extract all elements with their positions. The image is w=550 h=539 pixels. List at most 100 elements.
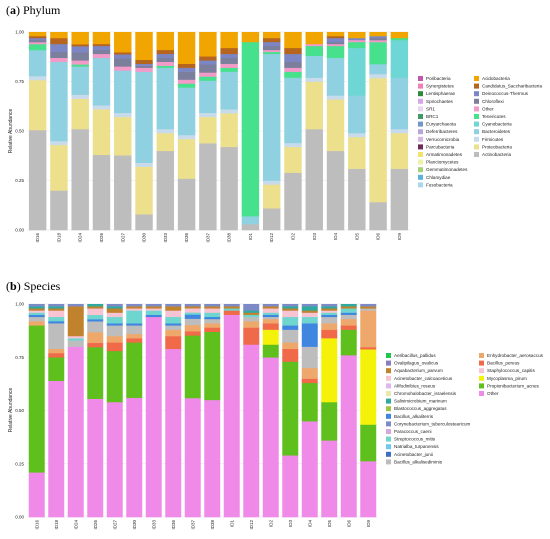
phylum-bar-segment-ID1-acidobacteria	[241, 32, 260, 43]
species-bar-segment-ID26-propionibacterium-acnes	[87, 347, 104, 399]
phylum-bar-segment-ID2-firmicutes	[284, 142, 302, 148]
species-bar-segment-ID36-other	[165, 348, 182, 518]
phylum-bar-segment-ID33-bacteroidetes	[156, 67, 175, 130]
species-bar-segment-ID1-corynebacterium-tuberculostearicum	[223, 304, 240, 307]
phylum-legend-swatch	[418, 129, 423, 135]
species-legend-swatch	[386, 353, 391, 358]
species-legend-swatch	[479, 383, 484, 389]
phylum-bar-segment-ID6-acidobacteria	[369, 32, 387, 37]
phylum-bar-segment-ID33-chloroflexi	[156, 57, 175, 62]
species-bar-segment-ID36-bacillus-pereus	[165, 335, 182, 350]
species-bar-segment-ID2-bacillus-pereus	[262, 323, 279, 330]
species-legend-swatch	[479, 391, 484, 396]
phylum-x-tick-label: ID38	[227, 233, 232, 243]
species-bar-segment-ID26-salinimicrobium-marinum	[87, 304, 104, 307]
phylum-bar-segment-ID2-chloroflexi	[284, 61, 302, 68]
species-legend-label: Natrialba_turpanensis	[394, 444, 439, 449]
phylum-x-tick-label: ID4	[333, 233, 338, 241]
phylum-legend-swatch	[418, 174, 423, 180]
phylum-bar-segment-ID38-other	[220, 63, 238, 68]
species-bar-segment-ID3-bacillus-alkaliterris	[282, 325, 299, 330]
species-legend-label: Paracoccus_caeni	[394, 429, 432, 434]
species-bar-segment-ID4-bacillus-alkalisediminis	[301, 346, 318, 369]
species-bar-segment-ID6-bacillus-pereus	[340, 325, 357, 330]
phylum-bar-segment-ID30-deinococcus-thermus	[135, 63, 153, 66]
phylum-bar-segment-ID2-acidobacteria	[284, 32, 302, 49]
species-legend-label: Staphylococcus_capitis	[487, 368, 535, 373]
species-legend-label: Other	[487, 391, 499, 396]
species-bar-segment-ID3-aquabacterium-parvum	[282, 308, 299, 311]
species-legend-swatch	[386, 444, 391, 450]
species-bar-segment-ID4-staphylococcus-capitis	[301, 312, 318, 318]
species-bar-segment-ID37-bacillus-pereus	[184, 331, 201, 336]
phylum-bar-segment-ID4-tenericutes	[326, 45, 345, 59]
phylum-bar-segment-ID5-actinobacteria	[348, 168, 366, 231]
phylum-bar-segment-ID12-candidatus-saccharibacteria	[262, 37, 281, 43]
species-bar-segment-ID26-bacillus-alkalisediminis	[87, 321, 104, 333]
phylum-bar-segment-ID36-firmicutes	[177, 134, 196, 140]
species-panel-title: (b) Species	[6, 279, 61, 293]
phylum-y-axis-label: Relative Abundance	[8, 109, 14, 154]
species-bar-segment-ID36-bacillus-alkaliterris	[165, 323, 182, 326]
species-bar-segment-ID6-other	[340, 355, 357, 518]
species-legend: Aeribacillus_pallidus Ovalipilagus_ovalic…	[386, 353, 544, 465]
phylum-bar-segment-ID30-other	[135, 67, 153, 72]
phylum-y-tick-label: 0.25	[15, 178, 24, 183]
species-bar-segment-ID38-corynebacterium-tuberculostearicum	[204, 304, 221, 307]
phylum-bar-segment-ID18-candidatus-saccharibacteria	[50, 37, 68, 45]
phylum-legend-label: Proteobacteria	[482, 144, 512, 149]
phylum-legend-swatch	[474, 144, 479, 150]
phylum-legend-label: Chlamydiae	[426, 175, 451, 180]
phylum-bar-segment-ID16-candidatus-saccharibacteria	[28, 36, 47, 39]
phylum-bar-segment-ID12-firmicutes	[262, 180, 281, 185]
phylum-bar-segment-ID9-bacteroidetes	[390, 77, 409, 130]
phylum-y-tick-label: 0.00	[15, 228, 24, 233]
phylum-bar-segment-ID27-other	[114, 66, 132, 71]
phylum-bar-segment-ID5-proteobacteria	[348, 136, 366, 169]
species-bar-segment-ID26-enhydrobacter-aerosaccus	[87, 331, 104, 344]
phylum-bar-segment-ID4-acidobacteria	[326, 32, 345, 37]
species-bar-segment-ID37-bacillus-alkaliterris	[184, 314, 201, 319]
species-bar-segment-ID4-propionibacterium-acnes	[301, 382, 318, 422]
species-bar-segment-ID5-mycoplasma-pirum	[321, 338, 338, 403]
species-bar-segment-ID12-other	[243, 344, 260, 518]
phylum-bar-segment-ID26-firmicutes	[92, 105, 111, 110]
phylum-bar-segment-ID9-firmicutes	[390, 129, 409, 134]
species-bar-segment-ID30-corynebacterium-tuberculostearicum	[126, 304, 143, 307]
species-bar-segment-ID37-propionibacterium-acnes	[184, 335, 201, 399]
species-bar-segment-ID6-bacillus-alkaliterris	[340, 312, 357, 315]
phylum-legend-label: Armatimonadetes	[426, 152, 463, 157]
phylum-bar-segment-ID24-other	[71, 60, 89, 65]
phylum-bar-segment-ID37-bacteroidetes	[199, 80, 217, 114]
phylum-bar-segment-ID27-actinobacteria	[114, 155, 132, 231]
phylum-bar-segment-ID26-other	[92, 53, 111, 59]
phylum-bar-segment-ID4-bacteroidetes	[326, 57, 345, 96]
phylum-bar-segment-ID33-proteobacteria	[156, 132, 175, 152]
phylum-bar-segment-ID36-actinobacteria	[177, 178, 196, 231]
phylum-bar-segment-ID38-proteobacteria	[220, 113, 238, 148]
species-x-tick-label: ID30	[132, 520, 137, 530]
phylum-bar-segment-ID36-other	[177, 79, 196, 84]
species-bar-segment-ID1-streptococcus-mitis	[223, 308, 240, 311]
phylum-panel-letter: a	[10, 3, 16, 17]
species-bar-segment-ID1-other	[223, 314, 240, 518]
species-x-tick-label: ID18	[54, 520, 59, 530]
phylum-y-tick-label: 0.75	[15, 79, 24, 84]
phylum-bar-segment-ID27-proteobacteria	[114, 116, 132, 156]
species-bar-segment-ID4-bacillus-alkaliterris	[301, 323, 318, 347]
phylum-bar-segment-ID9-cyanobacteria	[390, 39, 409, 78]
phylum-legend-label: Candidatus_Saccharibacteria	[482, 84, 542, 89]
species-bar-segment-ID26-streptococcus-mitis	[87, 314, 104, 320]
phylum-bar-segment-ID2-proteobacteria	[284, 146, 302, 173]
species-legend-swatch	[386, 429, 391, 434]
phylum-bar-segment-ID36-deinococcus-thermus	[177, 67, 196, 72]
phylum-bar-segment-ID38-firmicutes	[220, 109, 238, 114]
species-bar-segment-ID16-other	[28, 472, 45, 518]
phylum-bar-segment-ID33-acidobacteria	[156, 32, 175, 51]
species-bar-segment-ID27-bacillus-alkalisediminis	[106, 325, 123, 337]
species-bar-segment-ID36-aquabacterium-parvum	[165, 306, 182, 311]
species-bar-segment-ID9-bacillus-alkalisediminis	[360, 308, 377, 311]
phylum-bar-segment-ID6-other	[369, 40, 387, 43]
phylum-bar-segment-ID38-deinococcus-thermus	[220, 53, 238, 59]
phylum-bar-segment-ID6-deinococcus-thermus	[369, 36, 387, 39]
